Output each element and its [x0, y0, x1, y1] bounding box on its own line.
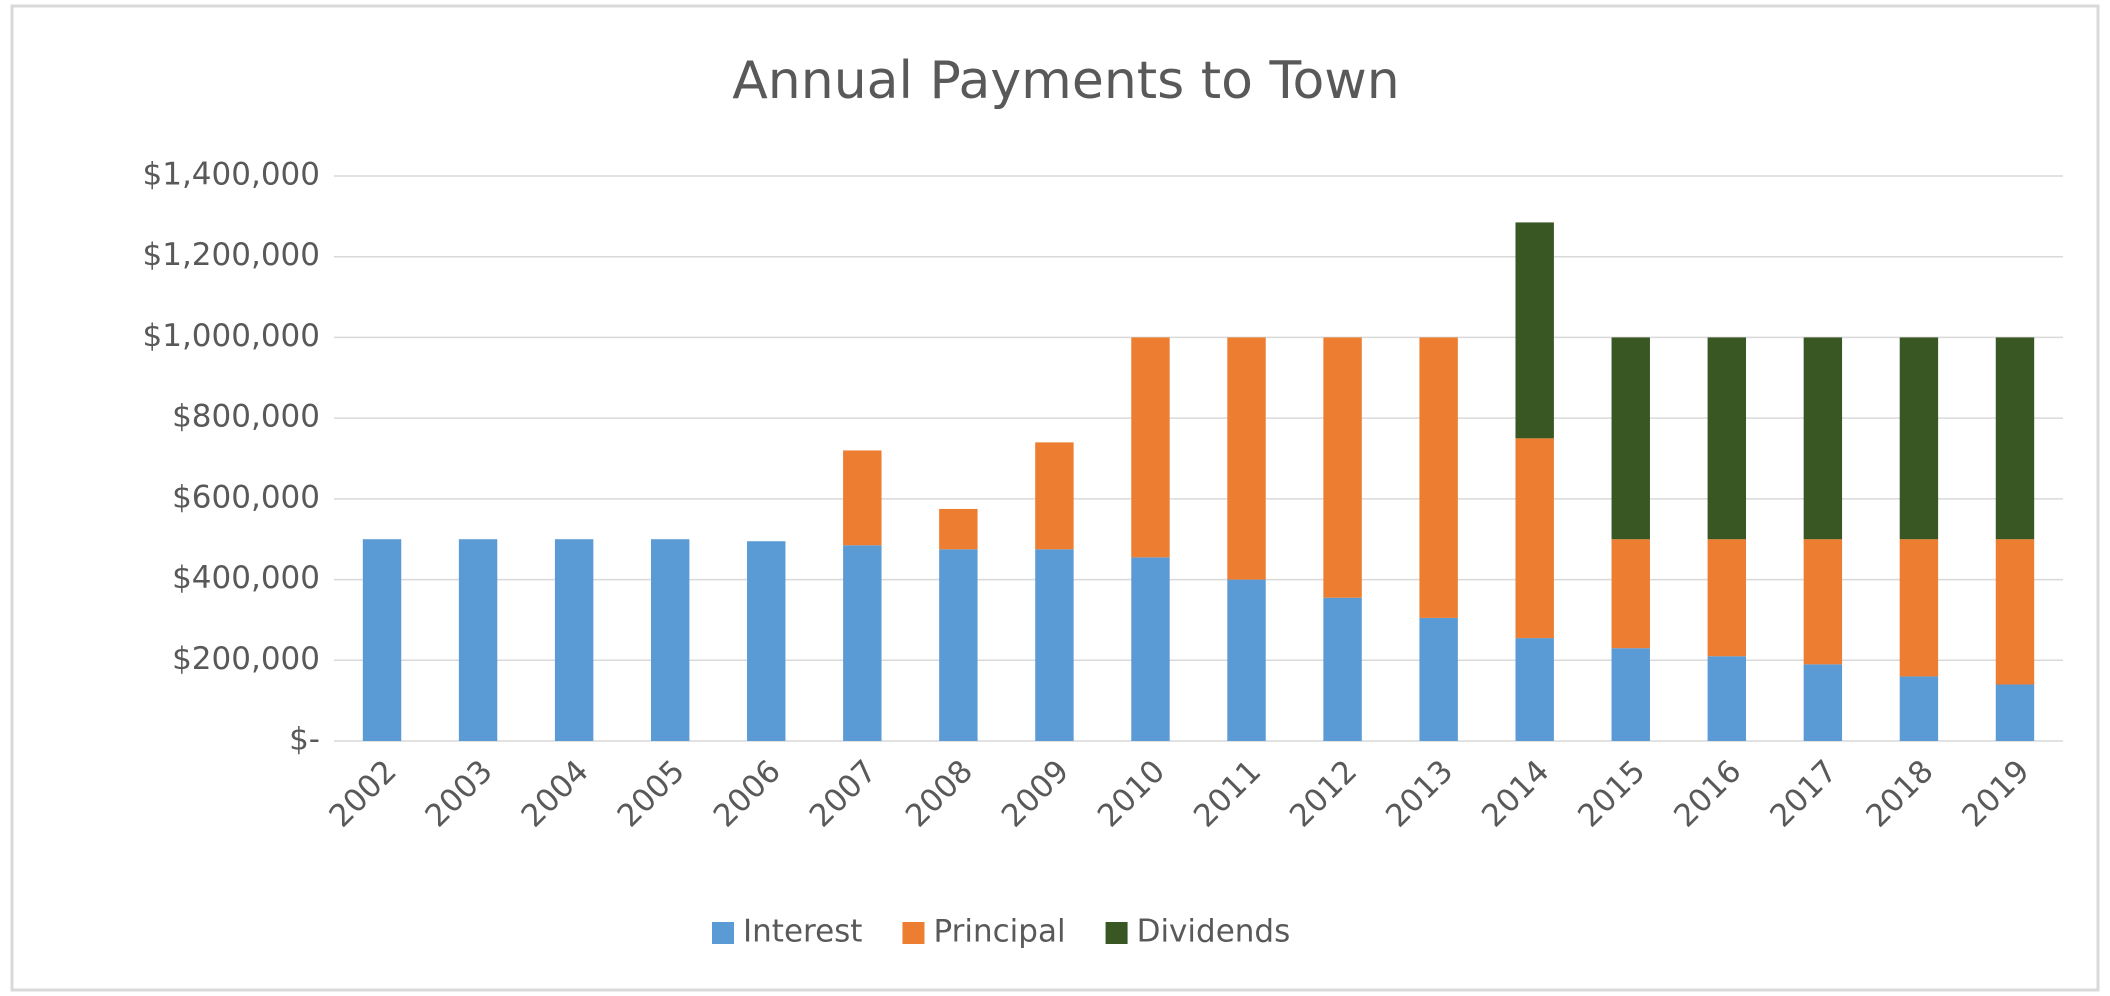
bar-segment	[1995, 684, 2035, 741]
bar-segment	[458, 539, 498, 741]
bar-segment	[1515, 438, 1554, 639]
bar-segment	[1515, 222, 1554, 439]
bar-segment	[1419, 337, 1458, 618]
bar-segment	[1515, 638, 1554, 741]
bar-segment	[843, 450, 882, 546]
bar-segment	[1995, 539, 2035, 685]
y-tick-label: $800,000	[172, 399, 320, 435]
legend-label: Interest	[743, 914, 862, 950]
bar-segment	[1035, 549, 1074, 741]
legend-label: Principal	[933, 914, 1065, 950]
bar-segment	[1227, 579, 1266, 741]
bar-segment	[362, 539, 402, 741]
bar-segment	[1611, 648, 1650, 741]
legend-swatch	[902, 922, 925, 944]
bar-segment	[1035, 442, 1074, 550]
y-tick-label: $1,000,000	[143, 318, 321, 354]
bar-segment	[1707, 539, 1747, 657]
bar-segment	[650, 539, 690, 741]
bar-segment	[1611, 337, 1650, 540]
y-tick-label: $1,400,000	[143, 157, 321, 193]
bar-segment	[1899, 539, 1939, 677]
legend-swatch	[712, 922, 734, 944]
bar-segment	[843, 545, 882, 741]
bar-segment	[554, 539, 594, 741]
bar-segment	[939, 549, 978, 741]
bar-segment	[1323, 597, 1362, 741]
bar-segment	[1899, 337, 1939, 540]
bar-segment	[1803, 337, 1843, 540]
chart-title: Annual Payments to Town	[732, 51, 1400, 111]
bar-segment	[1323, 337, 1362, 598]
y-tick-label: $600,000	[172, 479, 320, 515]
bar-segment	[1899, 676, 1939, 741]
bar-segment	[1611, 539, 1650, 649]
bar-segment	[1707, 656, 1747, 741]
bar-segment	[1131, 337, 1170, 558]
bar-segment	[1803, 664, 1843, 741]
bar-segment	[747, 541, 786, 741]
bar-segment	[1995, 337, 2035, 540]
bar-segment	[1803, 539, 1843, 665]
bar-segment	[1227, 337, 1266, 580]
bar-segment	[1419, 617, 1458, 741]
bar-segment	[1131, 557, 1170, 741]
y-tick-label: $1,200,000	[143, 237, 321, 273]
y-tick-label: $400,000	[172, 560, 320, 596]
y-tick-label: $-	[289, 722, 320, 758]
y-tick-label: $200,000	[172, 641, 320, 677]
legend-swatch	[1105, 922, 1128, 944]
bar-segment	[1707, 337, 1747, 540]
bar-segment	[939, 508, 978, 550]
legend-label: Dividends	[1137, 914, 1291, 950]
